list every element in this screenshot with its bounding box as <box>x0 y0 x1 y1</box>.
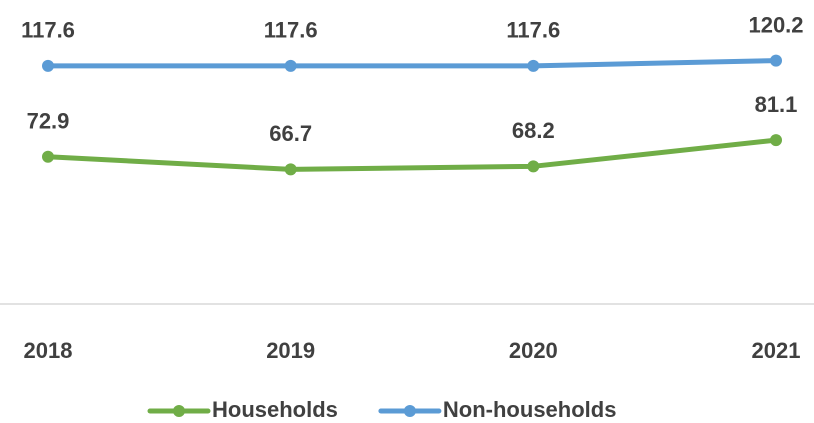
x-tick-label: 2021 <box>752 338 801 363</box>
x-tick-label: 2018 <box>24 338 73 363</box>
data-label: 117.6 <box>506 18 560 43</box>
data-label: 81.1 <box>755 92 798 117</box>
data-label: 117.6 <box>264 18 318 43</box>
data-label: 66.7 <box>269 121 312 146</box>
x-tick-label: 2019 <box>266 338 315 363</box>
legend-label: Households <box>212 397 338 422</box>
data-label: 117.6 <box>21 18 75 43</box>
data-point <box>42 150 54 163</box>
data-point <box>527 59 540 72</box>
data-label: 120.2 <box>748 12 803 37</box>
series-line <box>45 137 779 172</box>
series-line <box>45 58 779 69</box>
data-point <box>770 134 782 147</box>
data-label: 72.9 <box>27 109 70 134</box>
legend-label: Non-households <box>443 397 617 422</box>
data-point <box>42 59 54 72</box>
data-point <box>284 59 297 72</box>
data-point <box>770 54 782 67</box>
data-label: 68.2 <box>512 118 555 143</box>
data-point <box>284 163 297 176</box>
x-tick-label: 2020 <box>509 338 558 363</box>
legend-marker <box>173 405 185 417</box>
data-point <box>527 160 540 173</box>
legend-marker <box>403 405 416 417</box>
